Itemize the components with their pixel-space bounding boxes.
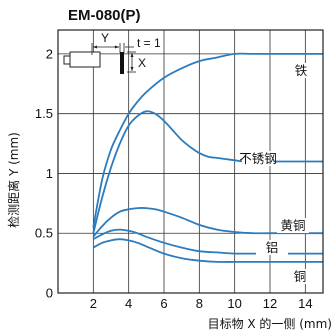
y-tick-label: 1	[46, 166, 53, 181]
sensor-body	[69, 51, 101, 68]
plot-frame	[57, 29, 324, 294]
target-plate	[120, 52, 124, 74]
series-line-2	[92, 207, 323, 238]
y-tick-label: 2	[46, 46, 53, 61]
x-tick-label: 2	[90, 296, 97, 311]
t-dim-label: t = 1	[137, 36, 161, 50]
series-label-bg	[285, 63, 317, 78]
y-dim-label: Y	[101, 31, 109, 45]
series-label-bg	[284, 269, 316, 284]
sensor-diagram: Y t = 1 X	[63, 31, 161, 74]
x-dim-label: X	[138, 56, 146, 70]
y-dim-arrow-left	[93, 45, 97, 49]
sensor-cable	[63, 55, 71, 65]
y-axis-label: 检测距离 Y (mm)	[6, 132, 21, 228]
x-dim-arrow-top	[130, 53, 134, 57]
series-label-2: 黄铜	[280, 218, 305, 233]
ticks-group: 2 4 6 8 10 12 14 0 0.5 1 1.5 2	[35, 46, 313, 311]
x-tick-label: 8	[196, 296, 203, 311]
series-label-0: 铁	[295, 63, 308, 78]
series-label-1: 不锈钢	[239, 151, 277, 166]
y-tick-label: 1.5	[35, 106, 53, 121]
x-axis-label: 目标物 X 的一侧 (mm)	[208, 316, 332, 331]
series-label-4: 铜	[294, 269, 307, 284]
x-tick-label: 6	[160, 296, 167, 311]
y-tick-label: 0.5	[35, 226, 53, 241]
series-label-bg	[242, 151, 274, 166]
series-label-bg	[256, 240, 288, 255]
series-label-3: 铝	[266, 240, 279, 255]
x-tick-label: 14	[298, 296, 312, 311]
series-line-0	[92, 52, 323, 228]
series-label-bg	[277, 218, 309, 233]
y-tick-label: 0	[46, 286, 53, 301]
series-line-1	[92, 110, 323, 234]
chart-title: EM-080(P)	[68, 7, 141, 24]
series-line-4	[92, 238, 323, 263]
x-tick-label: 12	[263, 296, 277, 311]
x-tick-label: 4	[125, 296, 132, 311]
x-tick-label: 10	[227, 296, 241, 311]
x-dim-arrow-bottom	[130, 67, 134, 71]
